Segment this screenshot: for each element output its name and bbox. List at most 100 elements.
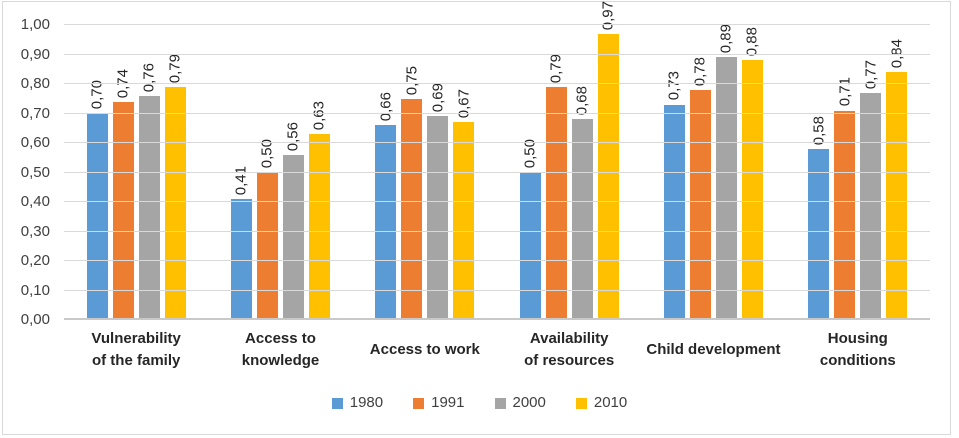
bar-cell: 0,66 bbox=[375, 25, 397, 320]
bar-1991 bbox=[112, 101, 134, 320]
bar-cell: 0,74 bbox=[112, 25, 134, 320]
x-axis-category-label: Child development bbox=[641, 326, 785, 374]
legend-swatch bbox=[494, 397, 506, 409]
y-axis-tick-label: 0,90 bbox=[20, 45, 50, 63]
bar-value-label: 0,75 bbox=[403, 65, 421, 95]
x-axis-category-line: Housing bbox=[827, 330, 888, 347]
x-axis-category-line: Vulnerability bbox=[91, 330, 181, 347]
bar-cell: 0,58 bbox=[808, 25, 830, 320]
bar-cell: 0,50 bbox=[256, 25, 278, 320]
bar-cell: 0,97 bbox=[597, 1, 619, 320]
gridline bbox=[64, 260, 930, 261]
bar-group: 0,70 0,74 0,76 0,79 bbox=[64, 25, 208, 320]
bar-value-label: 0,66 bbox=[377, 92, 395, 122]
bar-value-label: 0,73 bbox=[665, 71, 683, 101]
bar-2000 bbox=[571, 119, 593, 320]
bar-2010 bbox=[741, 60, 763, 320]
bar-cell: 0,89 bbox=[715, 24, 737, 320]
bar-group: 0,73 0,78 0,89 0,88 bbox=[641, 24, 785, 320]
y-axis-tick-label: 0,60 bbox=[20, 134, 50, 151]
legend-swatch bbox=[331, 397, 343, 409]
x-axis-category-label: Vulnerability of the family bbox=[64, 326, 208, 374]
legend-item-1991: 1991 bbox=[413, 394, 465, 411]
legend-label: 1991 bbox=[431, 394, 465, 411]
bar-cell: 0,67 bbox=[453, 25, 475, 320]
bar-cell: 0,41 bbox=[230, 25, 252, 320]
x-axis-category-line: Access to bbox=[245, 330, 316, 347]
bar-value-label: 0,79 bbox=[166, 53, 184, 83]
bar-cell: 0,71 bbox=[834, 25, 856, 320]
bar-1991 bbox=[256, 172, 278, 320]
x-axis-category-line: of resources bbox=[524, 352, 615, 369]
y-axis-tick-label: 1,00 bbox=[20, 16, 50, 33]
bar-value-label: 0,97 bbox=[599, 0, 617, 30]
bar-2010 bbox=[308, 134, 330, 320]
legend-swatch bbox=[413, 397, 425, 409]
bar-2010 bbox=[886, 72, 908, 320]
bar-2000 bbox=[282, 154, 304, 320]
x-axis-category-line: conditions bbox=[819, 352, 896, 369]
x-axis-line bbox=[64, 318, 930, 320]
y-axis-tick-label: 0,20 bbox=[20, 252, 50, 269]
y-axis-tick-label: 0,00 bbox=[20, 311, 50, 328]
bar-cell: 0,76 bbox=[138, 25, 160, 320]
bar-value-label: 0,50 bbox=[258, 139, 276, 169]
bar-cell: 0,79 bbox=[164, 25, 186, 320]
bar-cell: 0,68 bbox=[571, 25, 593, 320]
bar-value-label: 0,50 bbox=[521, 139, 539, 169]
gridline bbox=[64, 24, 930, 25]
bar-cell: 0,63 bbox=[308, 25, 330, 320]
bar-group: 0,58 0,71 0,77 0,84 bbox=[786, 25, 930, 320]
gridline bbox=[64, 201, 930, 202]
bar-cell: 0,79 bbox=[545, 25, 567, 320]
gridline bbox=[64, 112, 930, 114]
bar-value-label: 0,56 bbox=[284, 121, 302, 151]
bar-cell: 0,69 bbox=[427, 25, 449, 320]
bar-value-label: 0,89 bbox=[717, 24, 735, 54]
x-axis-category-label: Access to knowledge bbox=[208, 326, 352, 374]
gridline bbox=[64, 83, 930, 84]
x-axis-category-line: Availability bbox=[529, 330, 609, 347]
legend: 1980 1991 2000 2010 bbox=[0, 388, 959, 418]
bar-2000 bbox=[715, 57, 737, 320]
bar-value-label: 0,58 bbox=[810, 115, 828, 145]
gridline bbox=[64, 289, 930, 291]
x-axis-category-line: knowledge bbox=[241, 352, 320, 369]
bar-value-label: 0,79 bbox=[547, 53, 565, 83]
bar-1980 bbox=[808, 148, 830, 320]
y-axis-tick-label: 0,30 bbox=[20, 222, 50, 240]
bar-1980 bbox=[663, 104, 685, 320]
x-axis-category-label: Access to work bbox=[353, 326, 497, 374]
bar-value-label: 0,71 bbox=[836, 77, 854, 107]
bar-1980 bbox=[519, 172, 541, 320]
x-axis-category-line: Child development bbox=[646, 341, 781, 358]
y-axis-tick-label: 0,80 bbox=[20, 75, 50, 92]
gridline bbox=[64, 53, 930, 55]
gridline bbox=[64, 142, 930, 143]
x-axis: Vulnerability of the family Access to knowl… bbox=[64, 326, 930, 374]
legend-item-2000: 2000 bbox=[494, 395, 546, 411]
bar-1980 bbox=[86, 113, 108, 320]
bar-2010 bbox=[164, 86, 186, 320]
gridline bbox=[64, 230, 930, 232]
bar-2000 bbox=[427, 116, 449, 320]
legend-swatch bbox=[575, 397, 587, 409]
bar-cell: 0,50 bbox=[519, 25, 541, 320]
bar-value-label: 0,67 bbox=[455, 89, 473, 119]
bar-1980 bbox=[375, 125, 397, 320]
bar-value-label: 0,76 bbox=[140, 62, 158, 92]
legend-label: 1980 bbox=[349, 394, 384, 411]
bar-1991 bbox=[834, 110, 856, 320]
bar-cell: 0,84 bbox=[886, 25, 908, 320]
legend-item-1980: 1980 bbox=[331, 394, 384, 411]
bar-1991 bbox=[545, 86, 567, 320]
bar-cell: 0,78 bbox=[689, 25, 711, 320]
bar-1991 bbox=[401, 98, 423, 320]
bar-value-label: 0,78 bbox=[691, 56, 709, 86]
y-axis-tick-label: 0,50 bbox=[20, 163, 50, 181]
bar-2000 bbox=[860, 92, 882, 320]
bar-value-label: 0,41 bbox=[232, 165, 250, 196]
bar-group: 0,66 0,75 0,69 0,67 bbox=[353, 25, 497, 320]
bar-2010 bbox=[597, 33, 619, 320]
